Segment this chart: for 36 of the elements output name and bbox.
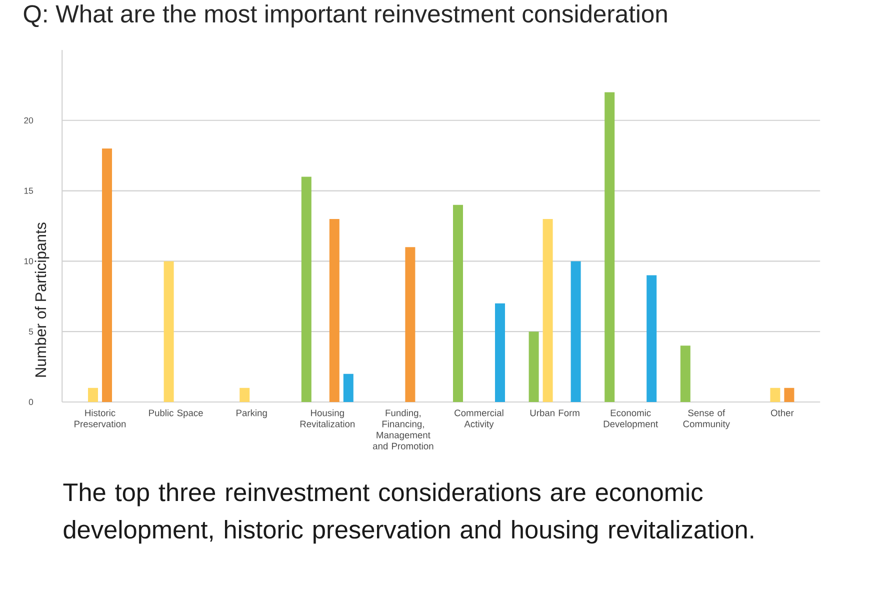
y-tick-label: 0: [28, 398, 34, 406]
x-tick-label: Housing Revitalization: [300, 409, 355, 428]
y-tick-label: 5: [28, 328, 34, 335]
x-tick-label: Other: [770, 409, 794, 416]
x-tick-label: Parking: [236, 409, 267, 418]
bar: [343, 374, 354, 402]
x-tick-label: Commercial Activity: [454, 409, 504, 430]
bar: [453, 204, 463, 402]
y-tick-label: 10: [24, 258, 34, 264]
text: The top three reinvestment considerations are economic development, historic preservation and housing revitalization.: [63, 482, 754, 544]
bar: [770, 388, 780, 402]
y-tick-label: 20: [24, 117, 34, 124]
x-tick-label: Public Space: [149, 409, 203, 418]
bar: [405, 247, 416, 402]
bar: [646, 275, 657, 402]
bar: [88, 388, 98, 402]
bar: [240, 388, 250, 402]
bar: [102, 148, 112, 402]
bar: [495, 303, 505, 402]
x-tick-label: Economic Development: [604, 409, 658, 430]
bar: [680, 346, 690, 402]
bar: [164, 261, 174, 402]
bar: [542, 218, 553, 402]
bar: [604, 92, 615, 402]
y-axis-title: Number of Participants: [34, 222, 50, 377]
bar: [570, 261, 581, 402]
x-tick-label: Urban Form: [530, 409, 580, 416]
x-tick-label: Sense of Community: [683, 409, 730, 430]
bar: [329, 218, 340, 402]
chart-title: Q: What are the most important reinvestment consideration: [24, 4, 667, 28]
y-tick-label: 15: [24, 188, 34, 194]
x-tick-label: Funding, Financing, Management and Promotion: [372, 409, 434, 450]
bar: [528, 332, 539, 402]
bar: [784, 388, 794, 402]
bar: [301, 176, 312, 402]
x-tick-label: Historic Preservation: [74, 409, 126, 428]
